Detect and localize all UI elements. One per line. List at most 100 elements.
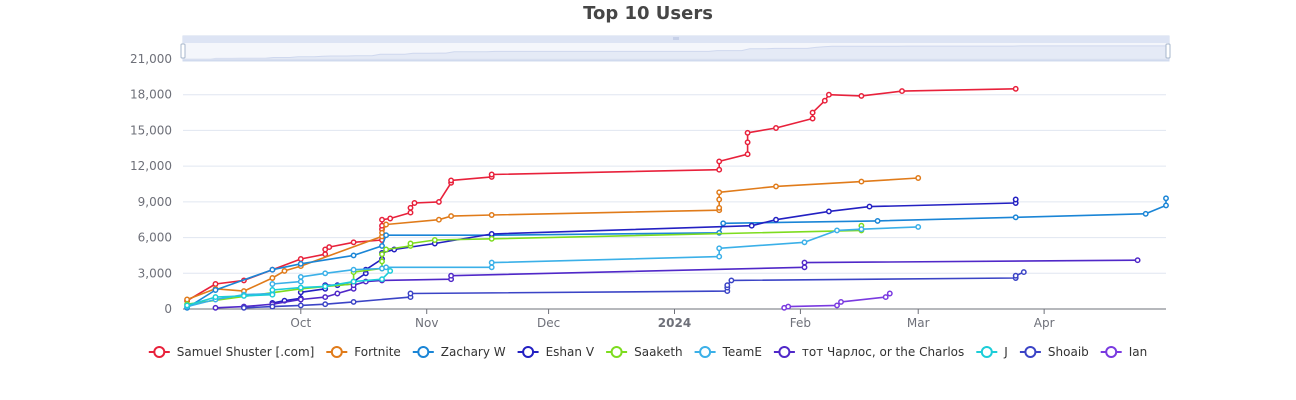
data-point[interactable]	[915, 175, 922, 181]
data-point[interactable]	[322, 283, 329, 290]
data-point[interactable]	[1163, 202, 1169, 209]
data-point[interactable]	[297, 302, 304, 309]
legend-item-0[interactable]: Samuel Shuster [.com]	[148, 345, 315, 359]
data-point[interactable]	[748, 222, 755, 229]
data-point[interactable]	[716, 158, 723, 165]
data-point[interactable]	[383, 246, 390, 253]
legend-item-9[interactable]: Ian	[1100, 345, 1148, 359]
data-point[interactable]	[488, 264, 495, 271]
data-point[interactable]	[858, 92, 865, 99]
data-point[interactable]	[326, 244, 333, 251]
data-point[interactable]	[379, 251, 385, 258]
data-point[interactable]	[744, 129, 751, 136]
data-point[interactable]	[212, 294, 219, 301]
data-point[interactable]	[297, 256, 304, 262]
data-point[interactable]	[866, 203, 873, 210]
legend-item-6[interactable]: тот Чарлос, or the Charlos	[773, 345, 964, 359]
zoom-slider-left-handle[interactable]	[180, 43, 186, 59]
data-point[interactable]	[488, 231, 495, 237]
data-point[interactable]	[809, 115, 816, 122]
data-point[interactable]	[1012, 196, 1019, 203]
data-point[interactable]	[297, 296, 304, 303]
legend-item-4[interactable]: Saaketh	[606, 345, 683, 359]
data-point[interactable]	[1134, 257, 1141, 264]
data-point[interactable]	[488, 212, 495, 218]
data-point[interactable]	[322, 270, 329, 277]
data-point[interactable]	[744, 151, 751, 158]
data-point[interactable]	[435, 198, 442, 205]
data-point[interactable]	[724, 282, 731, 289]
data-point[interactable]	[322, 251, 329, 258]
data-point[interactable]	[350, 252, 357, 259]
data-point[interactable]	[886, 290, 893, 297]
data-point[interactable]	[297, 260, 304, 267]
data-point[interactable]	[383, 221, 390, 228]
data-point[interactable]	[716, 253, 723, 260]
data-point[interactable]	[350, 298, 357, 305]
legend-item-7[interactable]: J	[976, 345, 1008, 359]
data-point[interactable]	[801, 259, 808, 266]
data-point[interactable]	[809, 109, 816, 116]
data-point[interactable]	[184, 296, 191, 303]
data-point[interactable]	[773, 216, 779, 223]
data-point[interactable]	[379, 229, 385, 236]
data-point[interactable]	[882, 294, 889, 301]
data-point[interactable]	[801, 264, 808, 271]
data-point[interactable]	[834, 302, 840, 309]
legend[interactable]: Samuel Shuster [.com] Fortnite Zachary W Es…	[148, 345, 1148, 359]
data-point[interactable]	[269, 281, 276, 287]
data-point[interactable]	[801, 239, 808, 246]
data-point[interactable]	[297, 284, 304, 291]
data-point[interactable]	[411, 200, 418, 206]
data-point[interactable]	[488, 171, 495, 178]
data-point[interactable]	[915, 223, 922, 230]
data-point[interactable]	[431, 237, 438, 243]
data-point[interactable]	[350, 278, 357, 285]
data-point[interactable]	[269, 266, 276, 273]
data-point[interactable]	[322, 301, 329, 308]
data-point[interactable]	[488, 259, 495, 266]
data-point[interactable]	[716, 245, 723, 252]
zoom-slider-grip-icon[interactable]	[673, 37, 679, 40]
data-point[interactable]	[379, 276, 385, 283]
data-point[interactable]	[1012, 214, 1019, 221]
data-point[interactable]	[407, 209, 414, 216]
data-point[interactable]	[269, 275, 276, 281]
data-point[interactable]	[1012, 85, 1019, 92]
data-point[interactable]	[720, 220, 727, 227]
data-point[interactable]	[435, 216, 442, 223]
data-point[interactable]	[407, 204, 414, 211]
data-point[interactable]	[379, 258, 385, 265]
data-point[interactable]	[383, 264, 390, 271]
data-point[interactable]	[448, 177, 455, 184]
data-point[interactable]	[297, 273, 304, 280]
data-point[interactable]	[383, 232, 390, 239]
data-point[interactable]	[488, 235, 495, 242]
data-point[interactable]	[773, 183, 779, 190]
data-point[interactable]	[448, 213, 455, 220]
data-point[interactable]	[1142, 210, 1149, 217]
data-point[interactable]	[240, 292, 247, 299]
legend-item-5[interactable]: TeamE	[694, 345, 762, 359]
data-point[interactable]	[212, 287, 219, 293]
data-point[interactable]	[834, 227, 840, 234]
data-point[interactable]	[240, 304, 247, 311]
data-point[interactable]	[448, 272, 455, 279]
data-point[interactable]	[821, 97, 828, 104]
data-point[interactable]	[899, 88, 905, 95]
data-point[interactable]	[874, 217, 881, 224]
data-point[interactable]	[858, 178, 865, 185]
data-point[interactable]	[785, 303, 792, 310]
data-point[interactable]	[838, 298, 844, 305]
data-point[interactable]	[728, 277, 735, 284]
data-point[interactable]	[212, 281, 219, 287]
data-point[interactable]	[269, 291, 276, 298]
data-point[interactable]	[1163, 195, 1169, 202]
data-point[interactable]	[281, 267, 288, 274]
data-point[interactable]	[322, 294, 329, 301]
data-point[interactable]	[716, 189, 723, 196]
data-point[interactable]	[297, 278, 304, 285]
data-point[interactable]	[212, 304, 219, 311]
legend-item-3[interactable]: Eshan V	[517, 345, 595, 359]
data-point[interactable]	[379, 242, 385, 249]
